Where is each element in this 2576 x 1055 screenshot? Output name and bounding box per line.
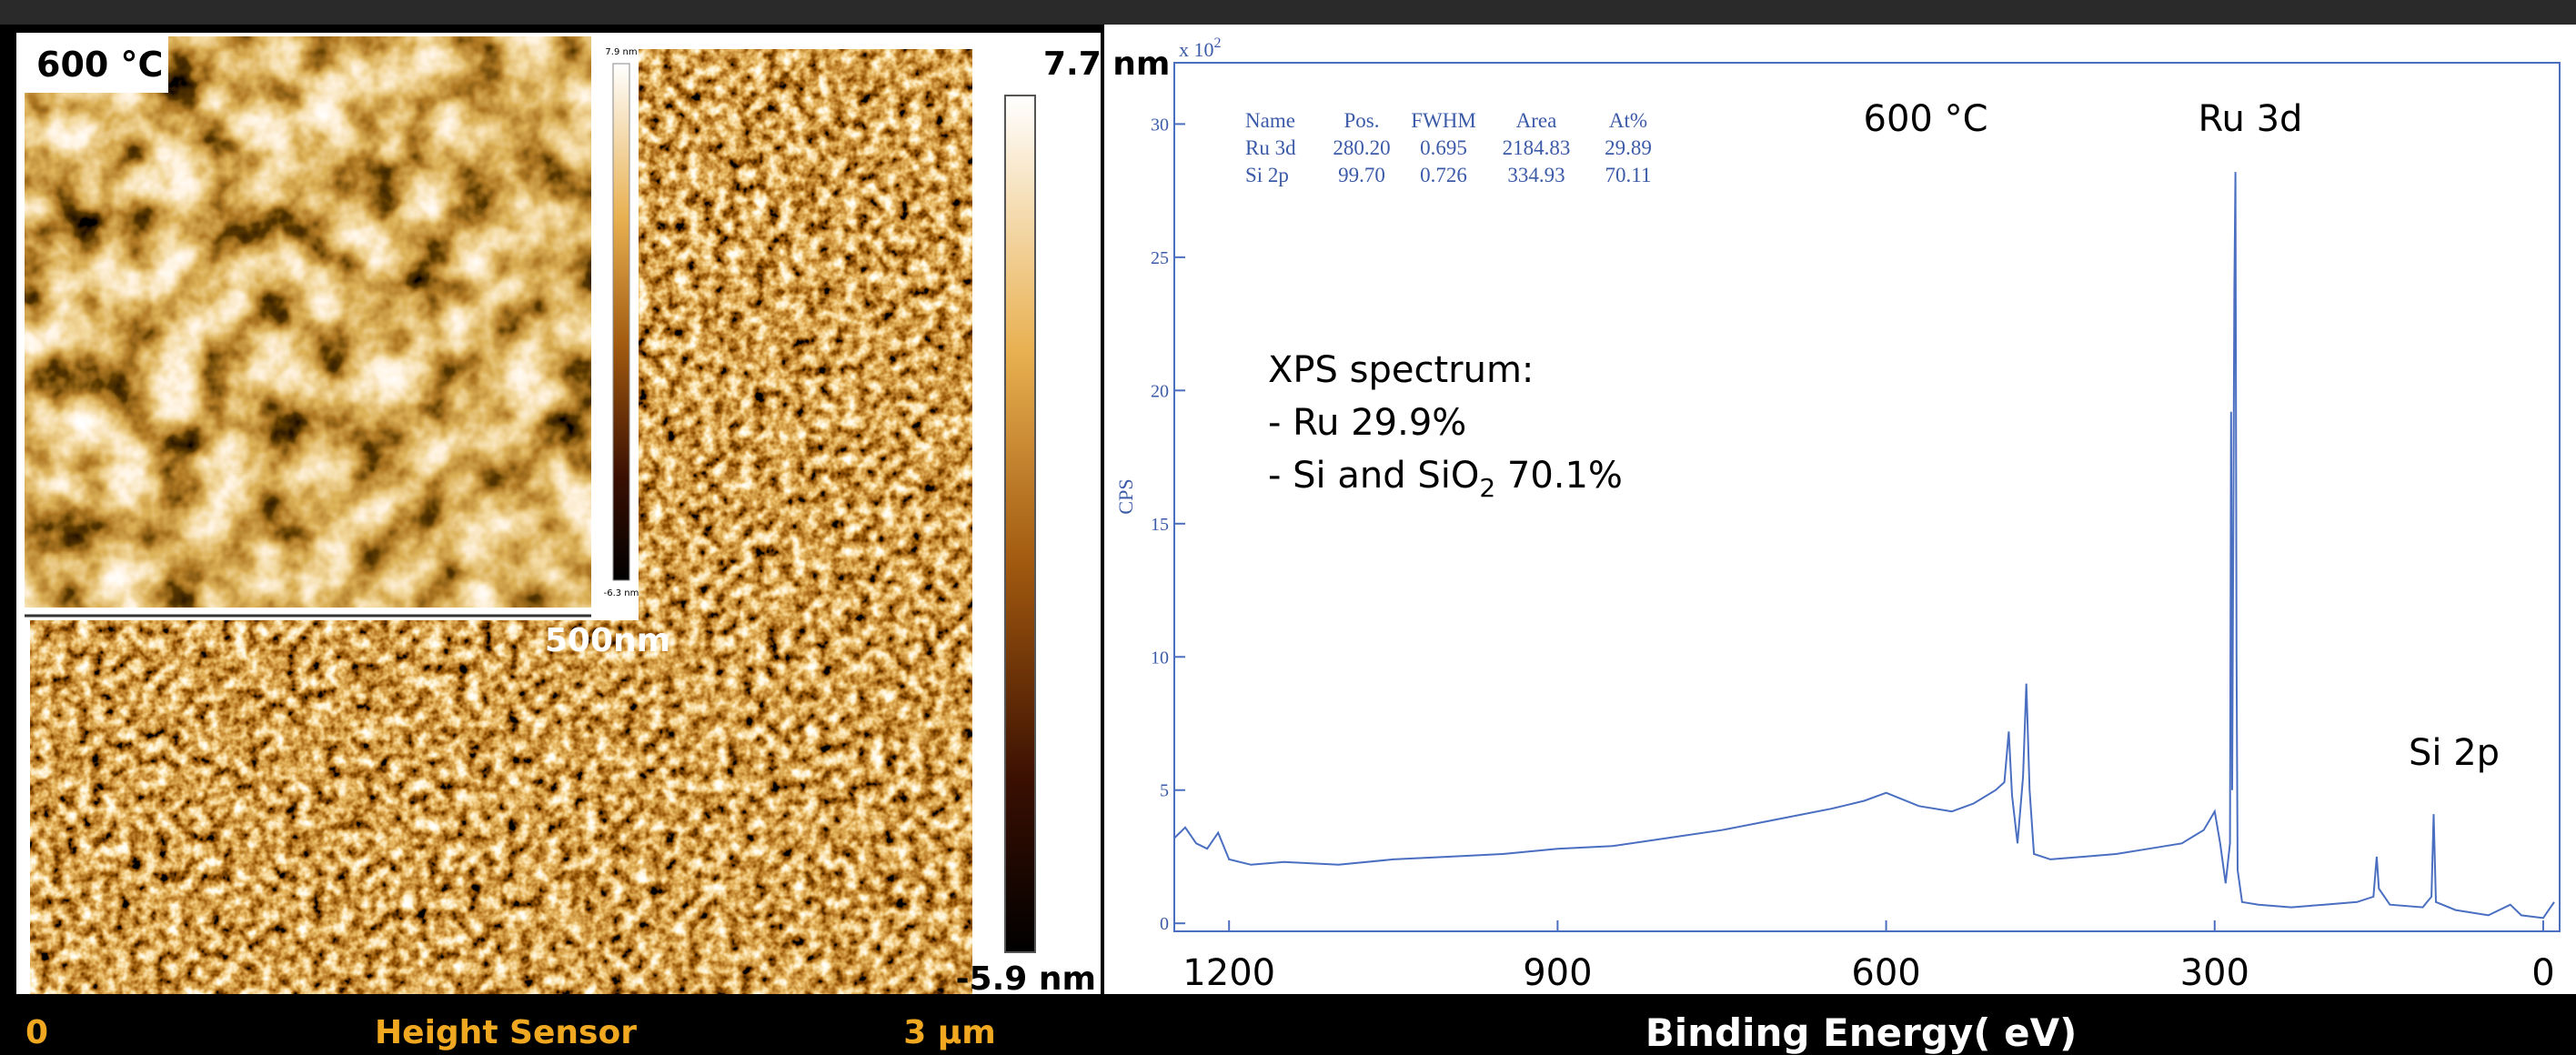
top-bar <box>0 0 2576 25</box>
x-tick-label: 900 <box>1523 952 1592 994</box>
y-multiplier-exp: 2 <box>1214 35 1222 51</box>
y-tick-label: 30 <box>1151 115 1169 135</box>
y-multiplier: x 102 <box>1179 35 1222 61</box>
spectrum-line <box>1173 172 2555 919</box>
footer-right: 3 µm <box>903 1014 996 1051</box>
chart-title: 600 °C <box>1864 98 1988 140</box>
table-cell: 2184.83 <box>1503 136 1571 159</box>
x-tick-label: 600 <box>1851 952 1920 994</box>
inset-colorbar-min: -6.3 nm <box>604 588 639 598</box>
footer-left: 0 <box>25 1014 48 1051</box>
table-header: Area <box>1516 109 1557 132</box>
inset-label-bg <box>25 36 168 93</box>
y-tick-label: 15 <box>1151 515 1169 535</box>
footer-center: Height Sensor <box>375 1014 637 1051</box>
note-text: 70.1% <box>1495 455 1623 497</box>
y-tick-label: 0 <box>1160 914 1169 934</box>
table-cell: 99.70 <box>1338 164 1385 186</box>
x-tick-label: 0 <box>2531 952 2554 994</box>
x-tick-label: 300 <box>2180 952 2249 994</box>
y-multiplier-base: x 10 <box>1179 38 1214 61</box>
inset-colorbar-max: 7.9 nm <box>605 47 637 57</box>
table-header: Name <box>1245 109 1295 132</box>
table-cell: 334.93 <box>1507 164 1565 186</box>
y-tick-label: 10 <box>1151 648 1169 668</box>
table-header: Pos. <box>1344 109 1380 132</box>
x-tick-label: 1200 <box>1182 952 1275 994</box>
table-cell: 0.726 <box>1420 164 1467 186</box>
colorbar-min: -5.9 nm <box>956 960 1096 998</box>
table-cell: Ru 3d <box>1245 136 1296 159</box>
inset-colorbar <box>612 63 630 581</box>
y-axis-label: CPS <box>1114 478 1137 514</box>
note-line: - Si and SiO2 70.1% <box>1268 455 1623 503</box>
peak-label: Ru 3d <box>2199 98 2303 140</box>
table-header: FWHM <box>1411 109 1476 132</box>
inset-label: 600 °C <box>36 45 163 85</box>
table-cell: 70.11 <box>1605 164 1652 186</box>
table-cell: 29.89 <box>1605 136 1652 159</box>
x-axis-label: Binding Energy( eV) <box>1645 1010 2078 1055</box>
afm-inset-image <box>25 36 591 608</box>
y-tick-label: 20 <box>1151 381 1169 401</box>
note-line: - Ru 29.9% <box>1268 402 1466 444</box>
colorbar <box>1004 95 1036 953</box>
y-tick-label: 5 <box>1160 781 1169 801</box>
scale-bar-label: 500nm <box>545 622 670 659</box>
note-subscript: 2 <box>1479 473 1495 503</box>
peak-label: Si 2p <box>2409 732 2500 774</box>
plot-frame <box>1173 62 2561 932</box>
table-cell: 0.695 <box>1420 136 1467 159</box>
xps-panel <box>1104 25 2576 994</box>
note-heading: XPS spectrum: <box>1268 349 1534 391</box>
colorbar-max: 7.7 nm <box>1043 45 1170 83</box>
table-header: At% <box>1609 109 1647 132</box>
y-tick-label: 25 <box>1151 248 1169 268</box>
table-cell: Si 2p <box>1245 164 1289 186</box>
note-text: - Si and SiO <box>1268 455 1479 497</box>
table-cell: 280.20 <box>1333 136 1390 159</box>
